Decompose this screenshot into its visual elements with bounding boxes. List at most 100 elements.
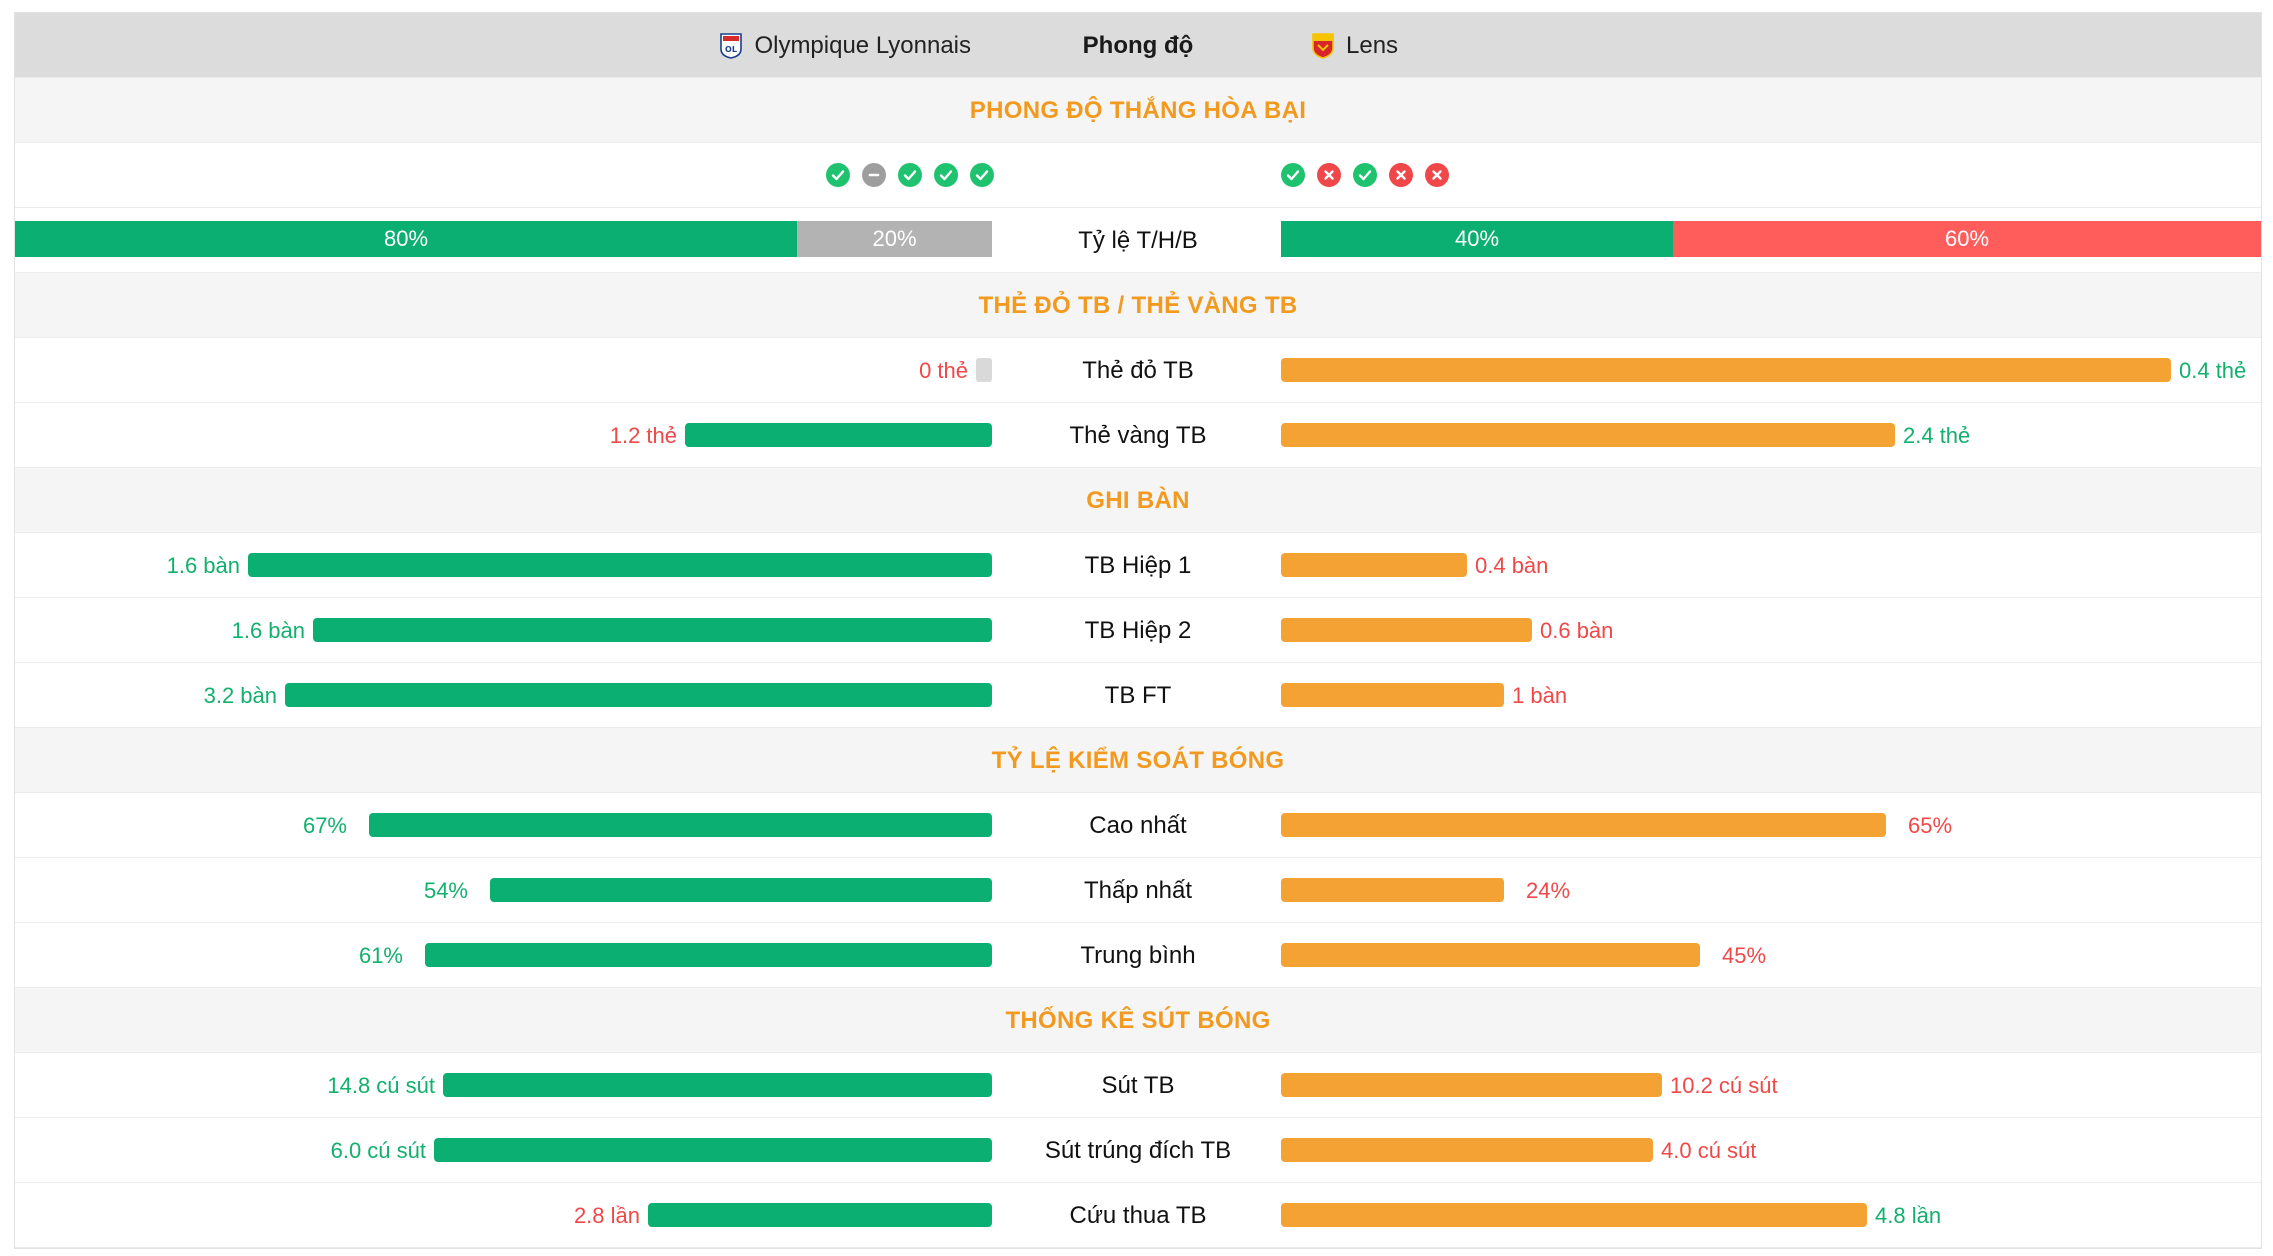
form-comparison-panel: OL Olympique Lyonnais Phong độ Lens PHON… bbox=[14, 12, 2262, 1249]
away-stat-value: 4.8 lần bbox=[1875, 1202, 1942, 1228]
lens-crest-icon bbox=[1312, 32, 1334, 59]
away-stat-value: 0.4 bàn bbox=[1475, 552, 1549, 578]
home-wdl-ratio-bar: 80% 20% bbox=[15, 221, 992, 257]
home-stat-bar bbox=[648, 1203, 992, 1227]
section-title: THẺ ĐỎ TB / THẺ VÀNG TB bbox=[978, 291, 1298, 319]
away-stat-bar bbox=[1281, 358, 2171, 382]
row-label: TB FT bbox=[1104, 681, 1172, 709]
away-team-name: Lens bbox=[1346, 31, 1399, 59]
section-possession: TỶ LỆ KIỂM SOÁT BÓNG bbox=[15, 728, 2261, 793]
away-stat-value: 4.0 cú sút bbox=[1661, 1137, 1757, 1163]
home-stat-value: 54% bbox=[423, 877, 468, 903]
section-goals: GHI BÀN bbox=[15, 468, 2261, 533]
section-cards: THẺ ĐỎ TB / THẺ VÀNG TB bbox=[15, 273, 2261, 338]
win-check-icon bbox=[898, 163, 922, 187]
away-stat-value: 45% bbox=[1722, 942, 1767, 968]
row-label: TB Hiệp 1 bbox=[1084, 551, 1192, 579]
win-check-icon bbox=[826, 163, 850, 187]
svg-text:OL: OL bbox=[725, 45, 737, 54]
home-stat-bar bbox=[425, 943, 992, 967]
stat-row: 61% Trung bình 45% bbox=[15, 923, 2261, 988]
home-stat-value: 2.8 lần bbox=[573, 1202, 640, 1228]
home-stat-bar bbox=[313, 618, 992, 642]
section-title: TỶ LỆ KIỂM SOÁT BÓNG bbox=[991, 746, 1285, 774]
home-stat-value: 14.8 cú sút bbox=[327, 1072, 435, 1098]
away-stat-bar bbox=[1281, 878, 1504, 902]
stat-row: 6.0 cú sút Sút trúng đích TB 4.0 cú sút bbox=[15, 1118, 2261, 1183]
home-team-name: Olympique Lyonnais bbox=[754, 31, 971, 59]
away-stat-value: 0.6 bàn bbox=[1540, 617, 1614, 643]
away-stat-bar bbox=[1281, 1073, 1662, 1097]
ratio-segment-win: 80% bbox=[15, 221, 797, 257]
loss-cross-icon bbox=[1317, 163, 1341, 187]
win-check-icon bbox=[1353, 163, 1377, 187]
away-wdl-ratio-bar: 40% 60% bbox=[1281, 221, 2261, 257]
section-shots: THỐNG KÊ SÚT BÓNG bbox=[15, 988, 2261, 1053]
stat-row: 1.6 bàn TB Hiệp 2 0.6 bàn bbox=[15, 598, 2261, 663]
home-stat-bar bbox=[685, 423, 992, 447]
away-stat-bar bbox=[1281, 1138, 1653, 1162]
stat-row: 54% Thấp nhất 24% bbox=[15, 858, 2261, 923]
draw-minus-icon bbox=[862, 163, 886, 187]
home-stat-bar bbox=[248, 553, 992, 577]
section-title: GHI BÀN bbox=[1086, 486, 1190, 514]
away-stat-bar bbox=[1281, 423, 1895, 447]
section-form: PHONG ĐỘ THẮNG HÒA BẠI bbox=[15, 78, 2261, 143]
away-stat-value: 10.2 cú sút bbox=[1670, 1072, 1778, 1098]
away-stat-value: 1 bàn bbox=[1512, 682, 1568, 708]
home-stat-value: 6.0 cú sút bbox=[330, 1137, 426, 1163]
stat-row: 0 thẻ Thẻ đỏ TB 0.4 thẻ bbox=[15, 338, 2261, 403]
win-check-icon bbox=[1281, 163, 1305, 187]
home-stat-bar bbox=[434, 1138, 992, 1162]
away-recent-results bbox=[1281, 163, 1449, 187]
lyon-crest-icon: OL bbox=[720, 32, 743, 59]
ratio-segment-win: 40% bbox=[1281, 221, 1673, 257]
away-stat-bar bbox=[1281, 943, 1700, 967]
home-stat-bar bbox=[369, 813, 992, 837]
wdl-ratio-row: 80% 20% Tỷ lệ T/H/B 40% 60% bbox=[15, 208, 2261, 273]
home-stat-bar bbox=[285, 683, 992, 707]
away-stat-value: 0.4 thẻ bbox=[2179, 357, 2247, 383]
away-stat-value: 2.4 thẻ bbox=[1903, 422, 1971, 448]
row-label: Thấp nhất bbox=[1083, 876, 1193, 904]
comparison-header: OL Olympique Lyonnais Phong độ Lens bbox=[15, 13, 2261, 78]
row-label: Tỷ lệ T/H/B bbox=[1078, 226, 1198, 254]
home-stat-bar bbox=[490, 878, 992, 902]
home-stat-value: 67% bbox=[302, 812, 347, 838]
section-title: THỐNG KÊ SÚT BÓNG bbox=[1005, 1006, 1271, 1034]
away-stat-value: 24% bbox=[1526, 877, 1571, 903]
win-check-icon bbox=[970, 163, 994, 187]
stat-row: 1.2 thẻ Thẻ vàng TB 2.4 thẻ bbox=[15, 403, 2261, 468]
header-title: Phong độ bbox=[1082, 31, 1194, 59]
stat-row: 1.6 bàn TB Hiệp 1 0.4 bàn bbox=[15, 533, 2261, 598]
away-stat-bar bbox=[1281, 553, 1467, 577]
home-stat-value: 0 thẻ bbox=[919, 357, 968, 383]
row-label: Sút TB bbox=[1101, 1071, 1175, 1099]
loss-cross-icon bbox=[1425, 163, 1449, 187]
away-stat-bar bbox=[1281, 618, 1532, 642]
home-stat-value: 1.6 bàn bbox=[166, 552, 240, 578]
away-stat-bar bbox=[1281, 683, 1504, 707]
home-stat-bar bbox=[976, 358, 992, 382]
row-label: Cao nhất bbox=[1089, 811, 1187, 839]
row-label: Cứu thua TB bbox=[1069, 1201, 1207, 1229]
home-recent-results bbox=[826, 163, 994, 187]
home-team-header[interactable]: OL Olympique Lyonnais bbox=[720, 13, 971, 78]
stat-row: 67% Cao nhất 65% bbox=[15, 793, 2261, 858]
home-stat-value: 1.6 bàn bbox=[231, 617, 305, 643]
away-stat-bar bbox=[1281, 1203, 1867, 1227]
away-stat-bar bbox=[1281, 813, 1886, 837]
row-label: Trung bình bbox=[1080, 941, 1196, 969]
stat-row: 3.2 bàn TB FT 1 bàn bbox=[15, 663, 2261, 728]
row-label: TB Hiệp 2 bbox=[1084, 616, 1192, 644]
recent-results-row bbox=[15, 143, 2261, 208]
away-team-header[interactable]: Lens bbox=[1312, 13, 1398, 78]
row-label: Sút trúng đích TB bbox=[1044, 1136, 1232, 1164]
row-label: Thẻ đỏ TB bbox=[1082, 356, 1194, 384]
away-stat-value: 65% bbox=[1908, 812, 1953, 838]
ratio-segment-loss: 60% bbox=[1673, 221, 2261, 257]
home-stat-value: 3.2 bàn bbox=[203, 682, 277, 708]
stat-row: 2.8 lần Cứu thua TB 4.8 lần bbox=[15, 1183, 2261, 1248]
win-check-icon bbox=[934, 163, 958, 187]
home-stat-value: 1.2 thẻ bbox=[609, 422, 677, 448]
